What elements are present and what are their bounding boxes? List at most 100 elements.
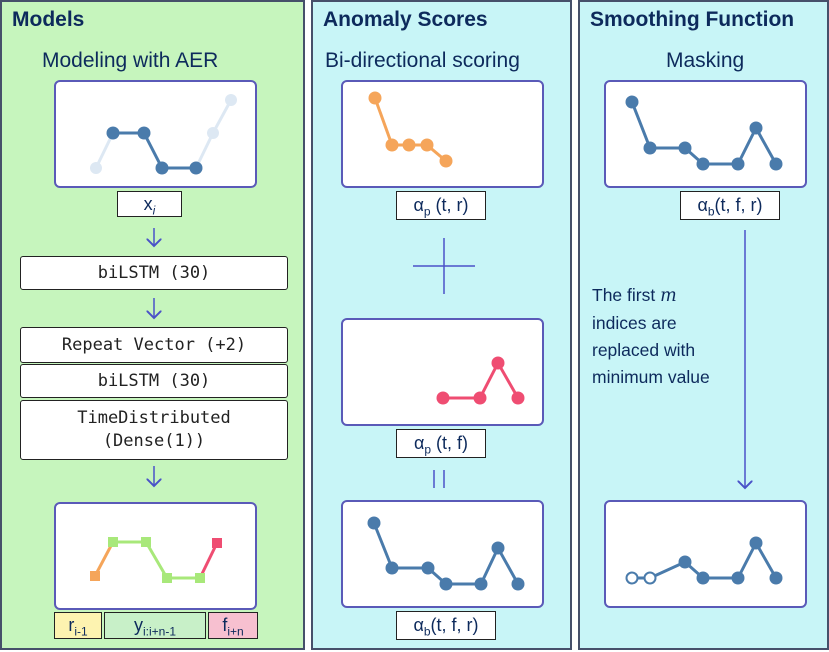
output-r-main: r <box>68 615 75 635</box>
combined-point <box>491 541 505 555</box>
label-alpha-b-anomaly-sub: b <box>423 624 431 639</box>
label-alpha-p-t-f-main: α <box>413 433 425 453</box>
masked-score-card <box>604 500 807 608</box>
output-f-main: f <box>222 615 228 635</box>
masked-hollow-point <box>643 571 657 585</box>
models-title: Models <box>12 8 85 31</box>
output-r-sub: i-1 <box>74 624 88 639</box>
combined-point <box>439 577 453 591</box>
reverse-score-card <box>341 318 544 426</box>
reconstruction-series <box>90 537 222 583</box>
reconstruction-y-point <box>162 573 172 583</box>
label-alpha-b-anomaly: αb(t, f, r) <box>396 611 496 640</box>
faded-point <box>207 127 219 139</box>
masked-point <box>678 555 692 569</box>
repeat-vector-layer: Repeat Vector (+2) <box>20 327 288 363</box>
label-alpha-p-t-r-sub: p <box>423 204 431 219</box>
window-point <box>189 161 203 175</box>
raw-point <box>678 141 692 155</box>
combined-point <box>421 561 435 575</box>
output-y-sub: i:i+n-1 <box>142 624 177 639</box>
plus-operator <box>413 238 475 294</box>
output-label-y: yi:i+n-1 <box>104 612 206 639</box>
masking-desc-line2: indices are <box>592 313 677 333</box>
masked-point <box>696 571 710 585</box>
masking-description: The first m indices are replaced with mi… <box>592 282 710 391</box>
combined-point <box>385 561 399 575</box>
raw-point <box>731 157 745 171</box>
smoothing-title: Smoothing Function <box>590 8 795 31</box>
raw-point <box>749 121 763 135</box>
faded-point <box>225 94 237 106</box>
forward-point <box>439 154 453 168</box>
reconstruction-y-point <box>195 573 205 583</box>
label-alpha-p-t-r: αp (t, r) <box>396 191 486 220</box>
combined-point <box>511 577 525 591</box>
label-alpha-p-t-r-main: α <box>413 195 424 215</box>
reverse-point <box>511 391 525 405</box>
output-f-sub: i+n <box>227 624 244 639</box>
input-window-series <box>90 94 237 175</box>
input-window-card <box>54 80 257 188</box>
raw-point <box>696 157 710 171</box>
reconstruction-r-point <box>90 571 100 581</box>
forward-score-series <box>368 91 453 168</box>
label-alpha-b-anomaly-main: α <box>413 615 424 635</box>
window-point <box>137 126 151 140</box>
forward-point <box>385 138 399 152</box>
label-alpha-b-smoothing-sub: b <box>707 204 715 219</box>
combined-point <box>367 516 381 530</box>
window-point <box>155 161 169 175</box>
forward-point <box>402 138 416 152</box>
input-label: xi <box>117 191 182 218</box>
combined-point <box>474 577 488 591</box>
label-alpha-b-smoothing: αb(t, f, r) <box>680 191 780 220</box>
raw-point <box>643 141 657 155</box>
raw-score-series <box>625 95 783 171</box>
output-label-f: fi+n <box>208 612 258 639</box>
reconstruction-y-point <box>108 537 118 547</box>
time-distributed-label: TimeDistributed <box>77 408 231 428</box>
reverse-score-series <box>436 356 525 405</box>
masked-hollow-point <box>625 571 639 585</box>
reverse-point <box>491 356 505 370</box>
reverse-point <box>436 391 450 405</box>
label-alpha-p-t-f: αp (t, f) <box>396 429 486 458</box>
output-y-main: y <box>133 615 143 635</box>
masking-desc-variable: m <box>660 286 677 306</box>
window-point <box>106 126 120 140</box>
anomaly-subtitle: Bi-directional scoring <box>325 49 520 72</box>
raw-point <box>769 157 783 171</box>
time-distributed-layer: TimeDistributed (Dense(1)) <box>20 400 288 460</box>
masking-desc-line1: The first <box>592 285 656 305</box>
models-subtitle: Modeling with AER <box>42 49 219 72</box>
label-alpha-p-t-f-sub: p <box>424 442 432 457</box>
label-alpha-p-t-f-args: (t, f) <box>431 433 469 453</box>
output-label-r: ri-1 <box>54 612 102 639</box>
forward-point <box>368 91 382 105</box>
combined-score-series <box>367 516 525 591</box>
input-label-main: x <box>143 194 153 214</box>
reconstruction-f-point <box>212 538 222 548</box>
reconstruction-y-point <box>141 537 151 547</box>
equals-operator <box>433 470 445 488</box>
input-label-sub: i <box>152 203 156 218</box>
masked-point <box>769 571 783 585</box>
bilstm-layer-1: biLSTM (30) <box>20 256 288 290</box>
label-alpha-b-anomaly-args: (t, f, r) <box>430 615 479 635</box>
label-alpha-b-smoothing-main: α <box>697 195 708 215</box>
masked-point <box>749 536 763 550</box>
label-alpha-p-t-r-args: (t, r) <box>430 195 469 215</box>
masked-point <box>731 571 745 585</box>
raw-point <box>625 95 639 109</box>
label-alpha-b-smoothing-args: (t, f, r) <box>714 195 763 215</box>
forward-point <box>420 138 434 152</box>
dense-label: (Dense(1)) <box>102 431 206 451</box>
reverse-point <box>473 391 487 405</box>
masking-desc-line3: replaced with <box>592 340 696 360</box>
masking-desc-line4: minimum value <box>592 367 710 387</box>
smoothing-subtitle: Masking <box>666 49 745 72</box>
masked-score-series <box>625 536 783 585</box>
faded-point <box>90 162 102 174</box>
